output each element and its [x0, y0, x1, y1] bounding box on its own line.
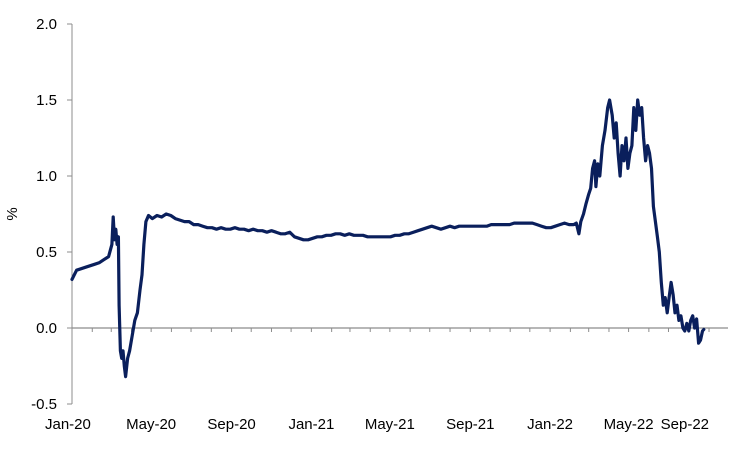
y-axis-label: %: [4, 207, 21, 220]
y-tick-label: 2.0: [36, 16, 57, 33]
x-tick-label: Sep-22: [661, 416, 709, 433]
y-tick-label: 0.0: [36, 320, 57, 337]
x-tick-label: Sep-20: [207, 416, 255, 433]
x-tick-label: Jan-21: [288, 416, 334, 433]
y-axis: -0.5 0.0 0.5 1.0 1.5 2.0: [31, 16, 73, 413]
series-group: [70, 98, 706, 379]
x-tick-label: Jan-20: [45, 416, 91, 433]
x-tick-label: May-20: [126, 416, 176, 433]
x-tick-label: Sep-21: [446, 416, 494, 433]
y-tick-label: -0.5: [31, 396, 57, 413]
x-tick-label: May-22: [604, 416, 654, 433]
x-tick-label: Jan-22: [527, 416, 573, 433]
x-axis: Jan-20 May-20 Sep-20 Jan-21 May-21 Sep-21 Jan-…: [45, 327, 728, 433]
y-tick-label: 0.5: [36, 244, 57, 261]
series-line: [70, 98, 706, 379]
y-tick-label: 1.0: [36, 168, 57, 185]
x-tick-label: May-21: [365, 416, 415, 433]
y-tick-label: 1.5: [36, 92, 57, 109]
